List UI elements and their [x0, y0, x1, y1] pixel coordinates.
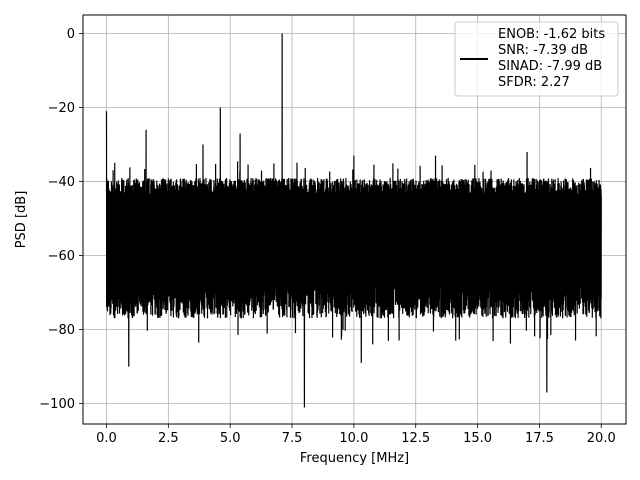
psd-series-line [105, 33, 602, 408]
x-tick-label: 7.5 [282, 431, 303, 446]
plot-frame [82, 14, 627, 425]
legend-sfdr: SFDR: 2.27 [498, 75, 570, 90]
x-tick-label: 10.0 [339, 431, 368, 446]
y-tick-label: −40 [48, 175, 75, 190]
legend-enob: ENOB: -1.62 bits [498, 27, 605, 42]
x-tick-label: 20.0 [587, 431, 616, 446]
x-tick-label: 2.5 [158, 431, 179, 446]
x-tick-label: 15.0 [463, 431, 492, 446]
y-tick-label: −100 [39, 397, 75, 412]
legend-snr: SNR: -7.39 dB [498, 43, 588, 58]
legend-sinad: SINAD: -7.99 dB [498, 59, 602, 74]
y-tick-label: −60 [48, 249, 75, 264]
x-tick-label: 0.0 [96, 431, 117, 446]
y-tick-label: −80 [48, 323, 75, 338]
x-tick-label: 5.0 [220, 431, 241, 446]
legend: ENOB: -1.62 bits SNR: -7.39 dB SINAD: -7… [454, 21, 619, 97]
y-axis-label: PSD [dB] [14, 191, 29, 249]
y-tick-label: 0 [67, 27, 75, 42]
x-tick-label: 17.5 [525, 431, 554, 446]
axis-ticks: 0.0 2.5 5.0 7.5 10.0 12.5 15.0 17.5 20.0 0 −20 −40 −… [39, 27, 615, 446]
y-tick-label: −20 [48, 101, 75, 116]
psd-trace [105, 33, 602, 408]
x-axis-label: Frequency [MHz] [300, 451, 409, 466]
x-tick-label: 12.5 [401, 431, 430, 446]
legend-box [454, 21, 619, 97]
